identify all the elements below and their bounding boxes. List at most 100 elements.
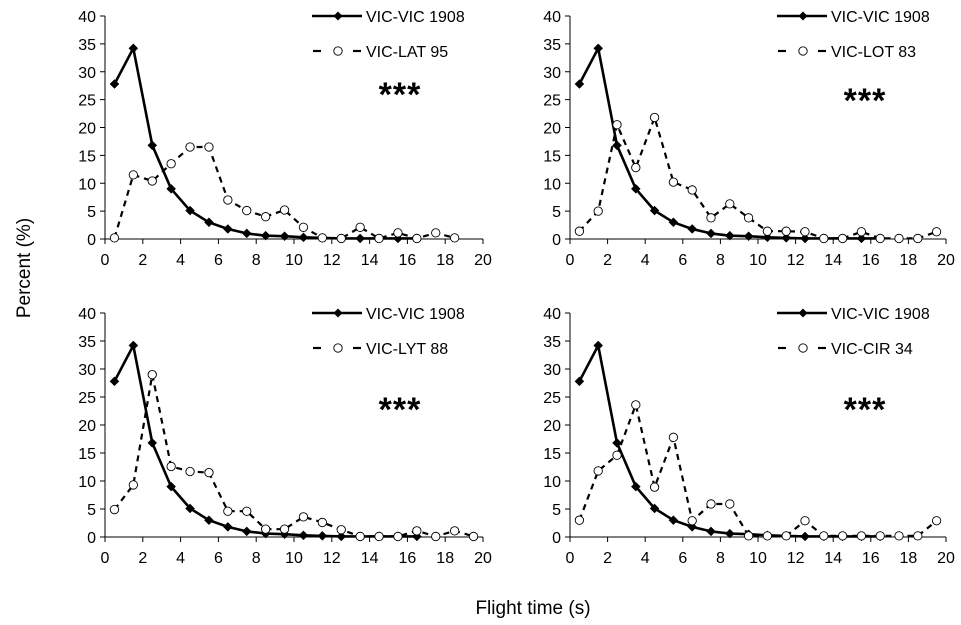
y-tick-label: 25	[543, 93, 561, 110]
data-point-circle	[336, 525, 346, 535]
data-point-circle	[800, 227, 810, 237]
x-tick-label: 6	[214, 550, 223, 567]
data-point-circle	[449, 233, 460, 243]
data-point-circle	[593, 206, 603, 216]
data-point-circle	[223, 195, 233, 205]
data-point-diamond	[800, 531, 810, 542]
data-point-circle	[374, 233, 384, 244]
data-point-diamond	[279, 231, 290, 242]
data-point-diamond	[298, 530, 309, 541]
data-point-circle	[931, 516, 942, 526]
data-point-circle	[743, 213, 754, 223]
data-point-diamond	[668, 515, 679, 526]
data-point-circle	[649, 112, 660, 123]
y-tick-label: 15	[543, 446, 561, 463]
y-tick-label: 25	[543, 390, 561, 407]
data-point-circle	[355, 531, 365, 542]
data-point-circle	[631, 400, 641, 410]
data-point-circle	[837, 233, 848, 244]
data-point-diamond	[706, 526, 716, 537]
x-tick-label: 8	[716, 252, 725, 269]
data-point-diamond	[687, 224, 698, 234]
legend-marker	[798, 308, 808, 318]
data-point-circle	[204, 142, 214, 152]
data-point-circle	[875, 531, 885, 541]
data-point-diamond	[147, 438, 158, 448]
data-point-circle	[260, 212, 271, 222]
x-tick-label: 16	[862, 550, 880, 567]
data-point-circle	[242, 205, 252, 216]
data-point-circle	[317, 517, 327, 528]
data-point-circle	[355, 222, 365, 232]
x-tick-label: 6	[678, 252, 687, 269]
y-tick-label: 15	[78, 446, 96, 463]
series-line	[113, 344, 417, 538]
data-point-circle	[185, 142, 195, 152]
data-point-circle	[894, 531, 904, 541]
data-point-diamond	[668, 217, 679, 228]
y-tick-label: 25	[78, 93, 96, 110]
data-point-circle	[687, 516, 697, 526]
data-point-diamond	[800, 233, 810, 244]
data-point-circle	[449, 526, 460, 536]
data-point-circle	[374, 531, 384, 542]
data-point-circle	[412, 526, 422, 536]
chart-panel-bottom-left: 0 5 10 15 20 25 30 35 40 0 2 4 6 8 10 12 14 16 18 20 VIC-VIC…	[78, 306, 492, 567]
legend-marker	[333, 343, 343, 353]
data-point-circle	[687, 185, 697, 195]
y-tick-label: 5	[87, 502, 96, 519]
data-point-circle	[574, 515, 585, 525]
y-tick-label: 25	[78, 390, 96, 407]
data-point-circle	[412, 233, 422, 244]
x-tick-label: 6	[678, 550, 687, 567]
x-tick-label: 18	[900, 252, 918, 269]
data-point-circle	[185, 466, 195, 477]
y-tick-label: 40	[543, 9, 561, 26]
data-point-circle	[913, 531, 923, 541]
data-point-diamond	[241, 526, 252, 537]
data-point-diamond	[355, 233, 366, 244]
data-point-diamond	[781, 233, 792, 243]
data-point-diamond	[128, 43, 139, 54]
y-tick-label: 30	[78, 65, 96, 82]
x-tick-label: 2	[603, 252, 612, 269]
y-tick-label: 5	[552, 502, 561, 519]
data-point-circle	[574, 226, 585, 236]
data-point-diamond	[109, 79, 120, 89]
legend-label: VIC-VIC 1908	[366, 9, 465, 26]
data-point-diamond	[649, 205, 660, 216]
data-point-diamond	[630, 481, 641, 492]
x-axis-label: Flight time (s)	[475, 598, 590, 619]
x-tick-label: 2	[603, 550, 612, 567]
y-tick-label: 10	[78, 474, 96, 491]
data-point-diamond	[743, 231, 754, 242]
data-point-circle	[743, 531, 754, 541]
chart-panel-top-left: 0 5 10 15 20 25 30 35 40 0 2 4 6 8 10 12 14 16 18 20 VIC-VIC…	[78, 9, 492, 269]
data-point-diamond	[649, 503, 660, 514]
data-point-diamond	[298, 232, 309, 243]
data-point-circle	[668, 177, 679, 187]
data-point-circle	[468, 531, 479, 542]
data-point-diamond	[185, 503, 195, 514]
data-point-diamond	[317, 531, 328, 541]
data-point-circle	[260, 524, 271, 534]
y-tick-label: 35	[543, 37, 561, 54]
x-tick-label: 6	[214, 252, 223, 269]
data-point-circle	[931, 227, 942, 237]
y-tick-label: 30	[543, 65, 561, 82]
x-tick-label: 12	[323, 252, 341, 269]
data-point-circle	[649, 482, 660, 492]
legend-label: VIC-VIC 1908	[831, 9, 930, 26]
x-tick-label: 14	[361, 252, 379, 269]
x-tick-label: 10	[749, 550, 767, 567]
series-line	[113, 46, 417, 240]
data-point-diamond	[724, 230, 735, 241]
x-tick-label: 0	[101, 550, 110, 567]
x-tick-label: 4	[176, 252, 185, 269]
y-tick-label: 0	[87, 530, 96, 547]
legend-label: VIC-LAT 95	[366, 44, 448, 61]
x-tick-label: 18	[436, 550, 454, 567]
data-point-diamond	[612, 438, 622, 448]
data-point-diamond	[204, 515, 214, 526]
significance-annotation: ***	[844, 391, 887, 429]
